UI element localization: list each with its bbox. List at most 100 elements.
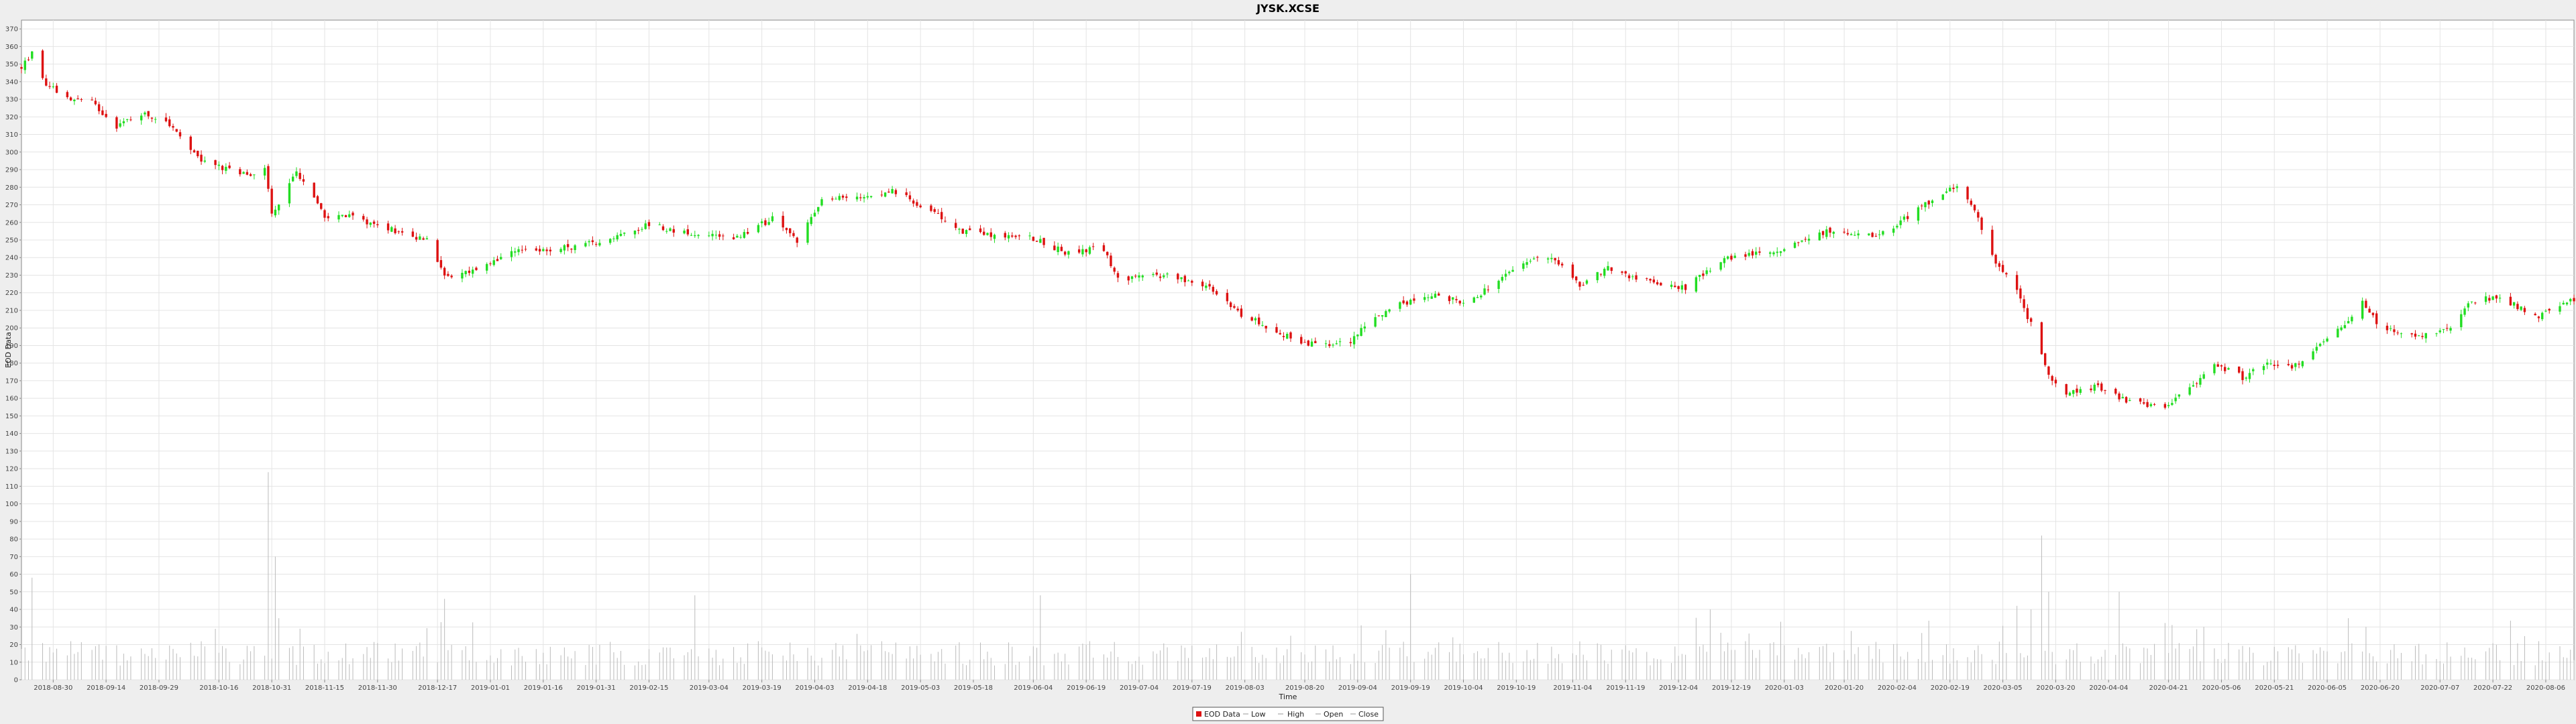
- candle-body: [1152, 274, 1155, 276]
- candle-body: [1680, 285, 1684, 290]
- y-tick-label: 10: [9, 659, 18, 666]
- candle-body: [2488, 298, 2491, 301]
- candle-body: [1779, 251, 1782, 253]
- candle-body: [1674, 286, 1676, 288]
- candle-body: [514, 251, 517, 253]
- candle-body: [500, 257, 502, 259]
- x-tick-label: 2019-11-04: [1553, 684, 1592, 692]
- candle-body: [1670, 284, 1673, 287]
- candle-body: [323, 210, 326, 218]
- candle-body: [489, 263, 492, 265]
- candle-body: [2400, 333, 2403, 335]
- candle-body: [1300, 337, 1303, 344]
- candle-body: [1363, 326, 1366, 329]
- candle-body: [1233, 306, 1236, 308]
- candle-body: [475, 267, 478, 270]
- x-tick-label: 2019-01-16: [524, 684, 563, 692]
- candle-body: [31, 51, 34, 59]
- candle-body: [436, 240, 439, 262]
- candle-body: [880, 194, 883, 196]
- x-tick-label: 2018-11-15: [305, 684, 344, 692]
- candle-body: [686, 229, 689, 235]
- candle-body: [1091, 246, 1095, 247]
- candle-body: [760, 221, 763, 223]
- candle-body: [2266, 362, 2269, 365]
- candle-body: [2245, 377, 2247, 379]
- candle-body: [1180, 277, 1183, 280]
- candle-body: [764, 220, 767, 225]
- candle-body: [1557, 260, 1560, 265]
- candle-body: [1941, 194, 1944, 200]
- candle-body: [267, 166, 270, 189]
- candle-body: [1719, 262, 1722, 270]
- x-tick-label: 2020-01-20: [1825, 684, 1864, 692]
- candle-body: [1067, 251, 1070, 255]
- chart-title: JYSK.XCSE: [1256, 2, 1320, 15]
- candle-body: [1356, 335, 1359, 337]
- candle-body: [1793, 242, 1796, 248]
- candle-body: [2548, 308, 2551, 311]
- candle-body: [2104, 389, 2106, 391]
- y-tick-label: 340: [5, 78, 18, 86]
- candle-body: [2146, 402, 2149, 408]
- x-tick-label: 2019-03-04: [690, 684, 729, 692]
- candle-body: [348, 214, 351, 217]
- candle-body: [2449, 328, 2452, 331]
- candle-body: [2029, 318, 2033, 322]
- x-tick-label: 2020-02-04: [1878, 684, 1917, 692]
- candle-body: [1423, 297, 1426, 300]
- candle-body: [559, 249, 562, 252]
- candle-body: [419, 236, 421, 240]
- candle-body: [2149, 404, 2153, 406]
- candle-body: [125, 119, 129, 120]
- x-tick-label: 2019-03-19: [743, 684, 782, 692]
- candle-body: [2023, 299, 2025, 308]
- candle-body: [1159, 276, 1162, 278]
- candle-body: [1504, 274, 1507, 277]
- candle-body: [1282, 336, 1285, 337]
- y-tick-label: 80: [9, 536, 18, 544]
- candle-body: [1603, 268, 1606, 276]
- candle-body: [1402, 300, 1405, 304]
- candle-body: [400, 231, 404, 233]
- candle-body: [1205, 286, 1208, 288]
- candle-body: [1011, 235, 1014, 237]
- y-tick-label: 360: [5, 44, 18, 51]
- y-tick-label: 140: [5, 430, 18, 438]
- candle-body: [341, 215, 343, 217]
- y-tick-label: 370: [5, 26, 18, 34]
- candle-body: [1546, 258, 1550, 260]
- candle-body: [1949, 188, 1951, 192]
- candle-body: [1733, 255, 1736, 258]
- candle-body: [1399, 302, 1401, 309]
- candle-body: [2171, 403, 2174, 406]
- candle-body: [736, 235, 739, 238]
- candle-body: [1649, 278, 1652, 281]
- candle-body: [1328, 344, 1331, 347]
- candle-body: [1455, 299, 1458, 300]
- candle-body: [1843, 231, 1845, 233]
- candle-body: [397, 231, 400, 233]
- candle-body: [80, 99, 83, 101]
- candle-body: [619, 233, 623, 236]
- candle-body: [2375, 313, 2378, 324]
- candle-body: [2569, 298, 2572, 302]
- candle-body: [2163, 404, 2167, 408]
- candle-body: [1508, 272, 1511, 274]
- candle-body: [41, 50, 44, 78]
- candle-body: [1212, 286, 1215, 292]
- candle-body: [94, 101, 97, 105]
- y-tick-label: 280: [5, 184, 18, 192]
- y-tick-label: 350: [5, 61, 18, 68]
- y-tick-label: 130: [5, 448, 18, 455]
- candle-body: [1902, 217, 1906, 220]
- candle-body: [1829, 227, 1831, 233]
- candle-body: [2474, 302, 2477, 304]
- candle-body: [1452, 297, 1454, 300]
- candle-body: [1924, 202, 1927, 208]
- candle-body: [2343, 325, 2347, 328]
- candle-body: [665, 231, 668, 232]
- candle-body: [2026, 308, 2029, 319]
- candle-body: [246, 172, 249, 175]
- candle-body: [806, 222, 809, 243]
